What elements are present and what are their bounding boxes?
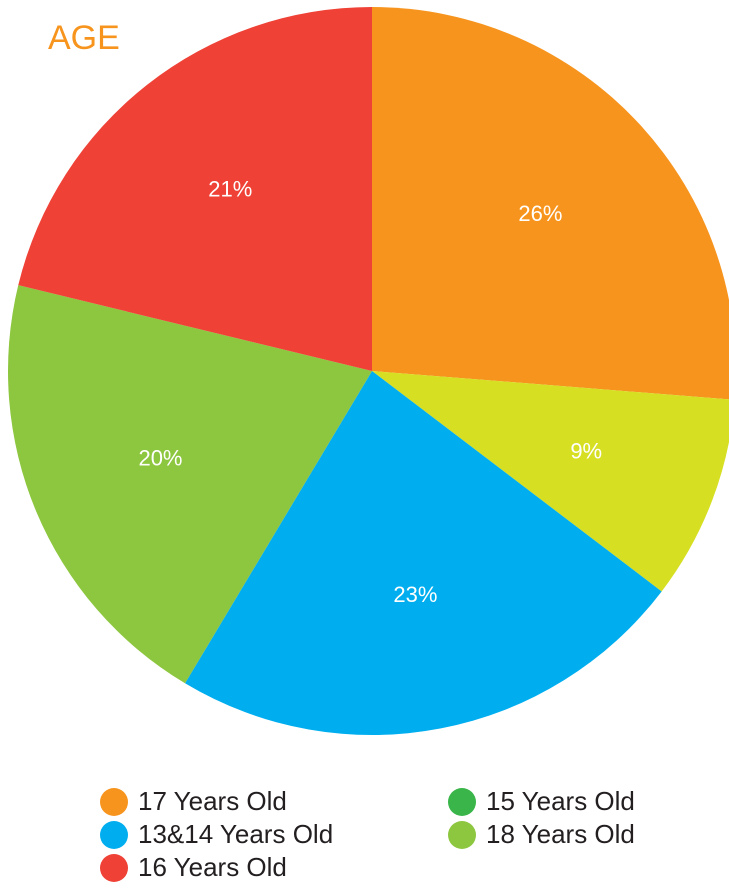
legend-marker (448, 788, 476, 816)
legend-label: 17 Years Old (138, 786, 287, 816)
legend-label: 18 Years Old (486, 819, 635, 849)
legend-marker (100, 854, 128, 882)
slice-label: 21% (208, 177, 252, 202)
slice-label: 20% (138, 445, 182, 470)
legend-label: 15 Years Old (486, 786, 635, 816)
legend-label: 13&14 Years Old (138, 819, 333, 849)
chart-title: AGE (48, 19, 120, 57)
slice-label: 23% (393, 582, 437, 607)
pie-slice (18, 7, 372, 371)
legend-label: 16 Years Old (138, 852, 287, 882)
legend-marker (100, 788, 128, 816)
pie-slice (185, 371, 662, 736)
pie-slice (7, 285, 372, 684)
slice-label: 9% (570, 439, 602, 464)
legend-marker (448, 821, 476, 849)
legend-marker (100, 821, 128, 849)
pie-slice (372, 371, 729, 592)
pie-slice (372, 7, 729, 400)
slice-label: 26% (518, 201, 562, 226)
